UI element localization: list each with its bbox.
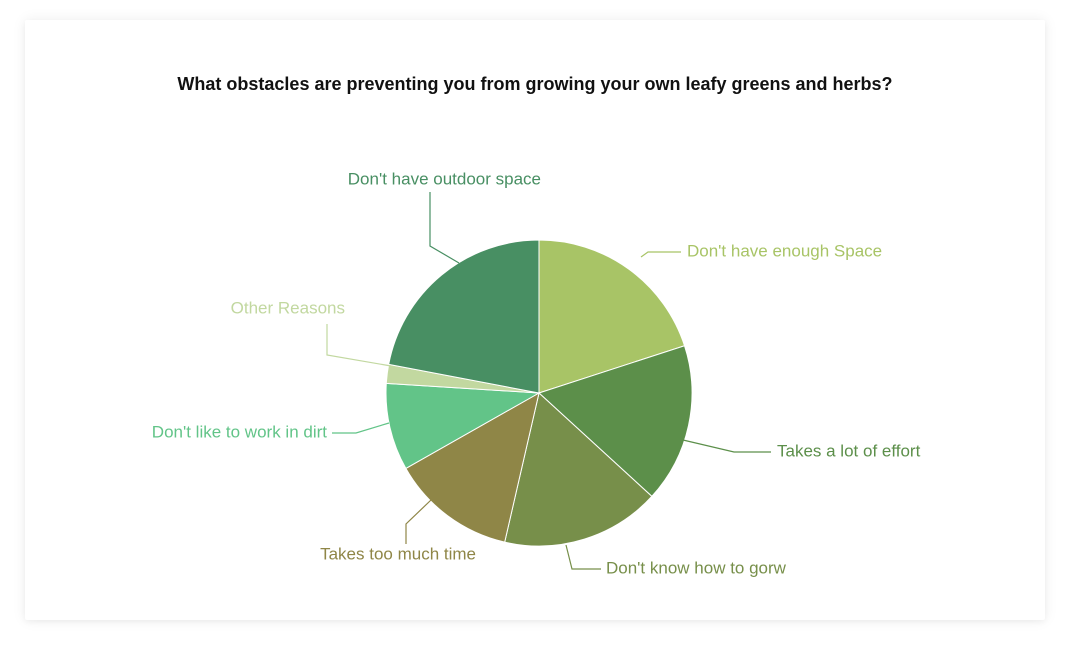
leader-line-don-t-know-how-to-gorw xyxy=(565,544,601,570)
leader-line-don-t-have-outdoor-space xyxy=(429,192,460,264)
slice-label-other-reasons: Other Reasons xyxy=(231,298,345,317)
slice-label-don-t-know-how-to-gorw: Don't know how to gorw xyxy=(606,558,787,577)
slice-label-don-t-have-enough-space: Don't have enough Space xyxy=(687,241,882,260)
slice-label-takes-a-lot-of-effort: Takes a lot of effort xyxy=(777,441,921,460)
pie-slice-takes-a-lot-of-effort xyxy=(538,345,693,498)
leader-line-don-t-like-to-work-in-dirt xyxy=(332,422,390,434)
slice-label-don-t-have-outdoor-space: Don't have outdoor space xyxy=(348,169,541,188)
pie-slice-don-t-like-to-work-in-dirt xyxy=(385,382,541,470)
leader-line-other-reasons xyxy=(326,324,392,367)
pie-slice-don-t-know-how-to-gorw xyxy=(504,392,653,547)
chart-title: What obstacles are preventing you from g… xyxy=(177,74,893,94)
leader-line-takes-a-lot-of-effort xyxy=(682,439,771,453)
slice-label-don-t-like-to-work-in-dirt: Don't like to work in dirt xyxy=(152,422,327,441)
pie-slice-don-t-have-outdoor-space xyxy=(388,239,540,394)
leader-line-takes-too-much-time xyxy=(405,499,432,544)
slice-label-takes-too-much-time: Takes too much time xyxy=(320,544,476,563)
pie-slice-takes-too-much-time xyxy=(405,392,540,543)
leader-line-don-t-have-enough-space xyxy=(640,251,681,258)
pie-slice-don-t-have-enough-space xyxy=(538,239,686,394)
